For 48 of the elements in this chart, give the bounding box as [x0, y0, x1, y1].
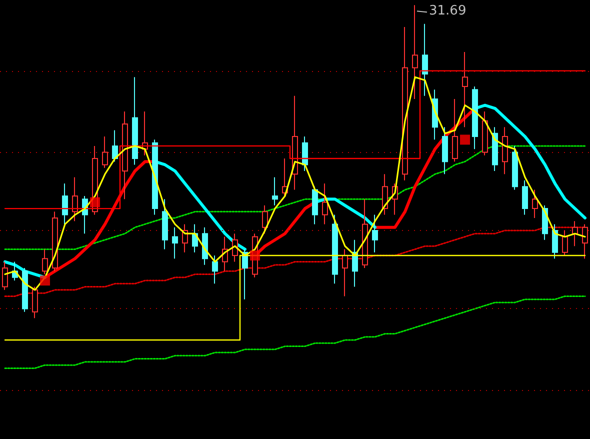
candlestick [362, 198, 368, 269]
candlestick [162, 198, 168, 250]
candlestick [2, 261, 8, 290]
candlestick [452, 98, 458, 162]
candlestick [212, 255, 218, 284]
candlestick [22, 268, 28, 312]
candlestick [302, 136, 308, 172]
candlestick [482, 111, 488, 156]
candlestick [102, 136, 108, 168]
candlestick [122, 111, 128, 200]
candlestick [462, 52, 468, 128]
candlestick [372, 214, 378, 253]
candlestick [412, 4, 418, 100]
point [90, 197, 100, 208]
candlestick [502, 126, 508, 175]
candlestick [402, 26, 408, 181]
candlestick [342, 248, 348, 297]
candlestick [52, 211, 58, 272]
point [250, 250, 260, 261]
candlestick [382, 174, 388, 216]
candlestick [292, 95, 298, 190]
candlestick [442, 126, 448, 175]
candlestick [472, 86, 478, 150]
candlestick [32, 286, 38, 319]
candlestick [492, 126, 498, 172]
candlestick [552, 224, 558, 260]
candlestick [42, 248, 48, 275]
point [460, 134, 470, 145]
candlestick [562, 230, 568, 256]
point [40, 276, 50, 286]
candlestick [172, 226, 178, 260]
candlestick [152, 139, 158, 216]
candlestick [422, 23, 428, 96]
candlestick [532, 189, 538, 218]
candlestick [72, 176, 78, 222]
candlestick [132, 76, 138, 166]
candlestick [512, 145, 518, 190]
candlestick [332, 214, 338, 284]
candlestick [112, 130, 118, 162]
candlestick [262, 204, 268, 234]
candlestick [572, 220, 578, 247]
candlestick [582, 224, 588, 260]
annotation: 31.69 [429, 4, 466, 19]
candlestick [322, 183, 328, 225]
candlestick [62, 183, 68, 225]
candlestick [202, 226, 208, 266]
candlestick [272, 176, 278, 206]
candlestick [522, 180, 528, 216]
